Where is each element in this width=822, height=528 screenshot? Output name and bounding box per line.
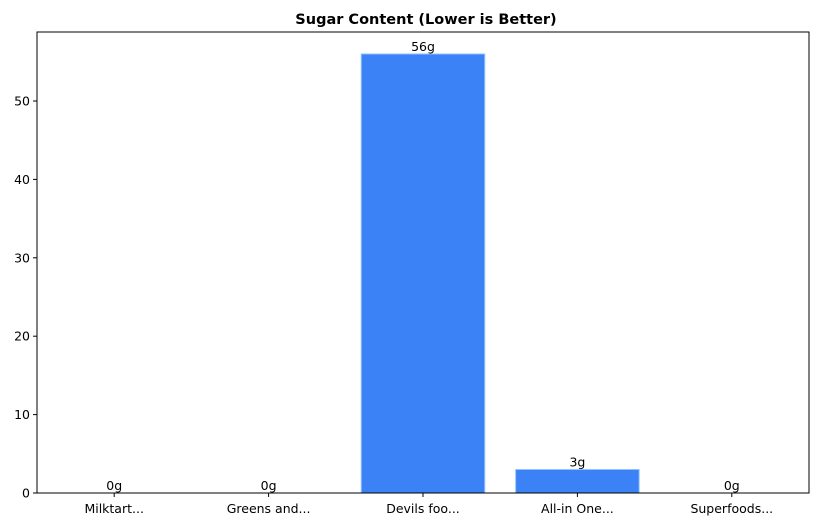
y-tick-label: 30 bbox=[14, 250, 30, 265]
bar-2 bbox=[360, 53, 486, 494]
x-axis: Milktart... Greens and... Devils foo... All… bbox=[84, 493, 773, 516]
x-tick-label: All-in One... bbox=[541, 501, 614, 516]
y-tick-label: 10 bbox=[14, 407, 30, 422]
x-tick-label: Superfoods... bbox=[690, 501, 773, 516]
plot-frame bbox=[36, 31, 810, 494]
bar-value-label: 0g bbox=[724, 478, 740, 493]
bar-value-label: 3g bbox=[569, 454, 585, 469]
x-tick-label: Devils foo... bbox=[386, 501, 460, 516]
bar-3 bbox=[515, 468, 640, 494]
y-tick-label: 20 bbox=[14, 329, 30, 344]
y-tick-label: 0 bbox=[22, 486, 30, 501]
bar-value-label: 0g bbox=[261, 478, 277, 493]
y-tick-label: 40 bbox=[14, 172, 30, 187]
x-tick-label: Milktart... bbox=[84, 501, 144, 516]
chart-title: Sugar Content (Lower is Better) bbox=[295, 12, 556, 28]
bar-value-label: 0g bbox=[106, 478, 122, 493]
y-tick-label: 50 bbox=[14, 93, 30, 108]
x-tick-label: Greens and... bbox=[227, 501, 311, 516]
bar-labels-group: 0g 0g 56g 3g 0g bbox=[106, 39, 739, 493]
bar-value-label: 56g bbox=[411, 39, 435, 54]
bars-group bbox=[360, 53, 640, 494]
y-axis: 0 10 20 30 40 50 bbox=[14, 93, 37, 501]
